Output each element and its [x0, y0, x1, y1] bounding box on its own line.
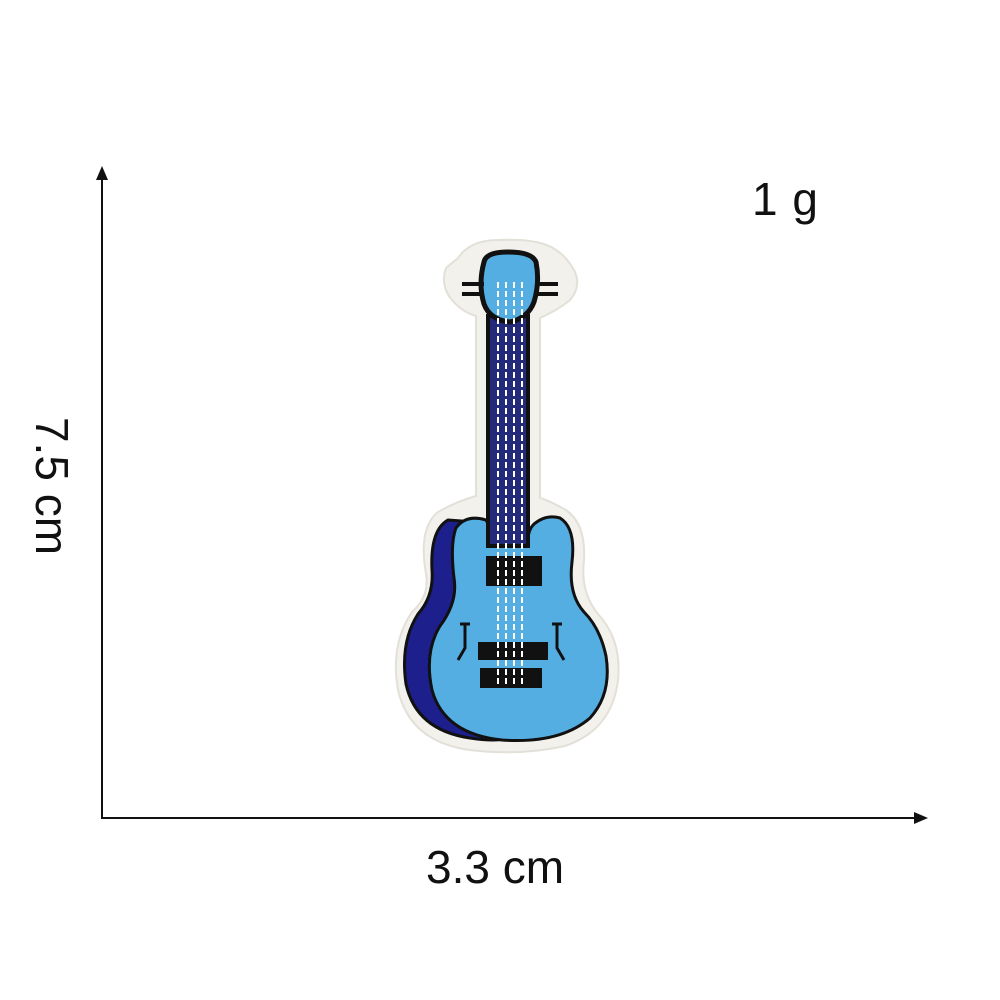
guitar-patch-icon	[394, 238, 620, 754]
guitar-tailpiece	[480, 668, 542, 688]
guitar-body	[427, 515, 609, 742]
guitar-knob	[456, 622, 470, 661]
height-label: 7.5 cm	[26, 416, 78, 556]
guitar-knob	[552, 622, 566, 661]
vertical-axis-arrow	[96, 166, 108, 180]
guitar-headstock	[478, 249, 541, 325]
weight-label: 1 g	[752, 173, 819, 225]
width-label: 3.3 cm	[426, 841, 565, 893]
horizontal-axis-arrow	[914, 812, 928, 824]
